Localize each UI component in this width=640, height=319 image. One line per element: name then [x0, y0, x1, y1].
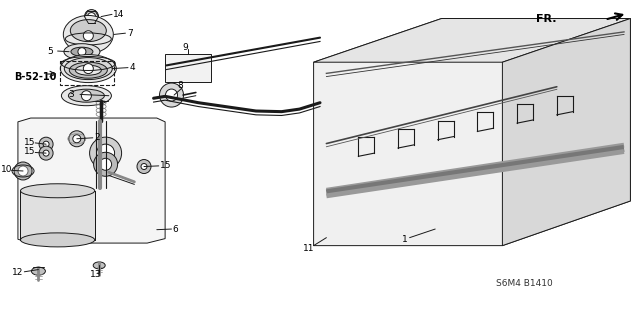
Text: 4: 4: [129, 63, 135, 72]
Circle shape: [18, 166, 28, 176]
Circle shape: [90, 137, 122, 169]
Ellipse shape: [20, 184, 95, 198]
Ellipse shape: [64, 44, 100, 60]
Circle shape: [83, 63, 93, 74]
Circle shape: [43, 141, 49, 147]
Ellipse shape: [65, 58, 113, 79]
Text: 8: 8: [178, 81, 183, 90]
Text: 7: 7: [127, 29, 132, 38]
Text: 12: 12: [12, 268, 23, 277]
Text: 3: 3: [68, 90, 74, 99]
Text: B-52-10: B-52-10: [14, 72, 56, 82]
Circle shape: [39, 137, 53, 151]
Text: 13: 13: [90, 271, 102, 279]
Polygon shape: [314, 19, 630, 246]
Ellipse shape: [69, 62, 108, 78]
Ellipse shape: [68, 89, 104, 102]
Circle shape: [137, 160, 151, 174]
Circle shape: [84, 10, 99, 24]
Ellipse shape: [60, 55, 116, 83]
Ellipse shape: [31, 267, 45, 275]
Ellipse shape: [76, 65, 101, 75]
Circle shape: [166, 89, 177, 101]
Polygon shape: [314, 19, 630, 62]
Text: 15: 15: [24, 147, 36, 156]
Bar: [20, 191, 95, 240]
Circle shape: [100, 158, 111, 170]
Ellipse shape: [70, 20, 106, 41]
Circle shape: [81, 91, 92, 101]
Text: 5: 5: [47, 47, 53, 56]
Ellipse shape: [93, 262, 105, 269]
Text: 15: 15: [24, 138, 36, 147]
Circle shape: [69, 131, 84, 147]
Circle shape: [14, 162, 32, 180]
Text: S6M4 B1410: S6M4 B1410: [497, 279, 553, 288]
Circle shape: [88, 12, 95, 21]
Text: 14: 14: [113, 10, 125, 19]
Circle shape: [43, 150, 49, 156]
Circle shape: [73, 135, 81, 143]
Text: 6: 6: [173, 225, 179, 234]
Circle shape: [93, 152, 118, 176]
Circle shape: [78, 48, 86, 56]
Text: 11: 11: [303, 244, 314, 253]
Circle shape: [39, 146, 53, 160]
Ellipse shape: [61, 86, 111, 106]
Bar: [60, 61, 114, 85]
Text: 15: 15: [160, 161, 172, 170]
Text: 9: 9: [183, 43, 188, 52]
Circle shape: [141, 164, 147, 169]
Bar: [165, 54, 211, 82]
Circle shape: [97, 144, 115, 162]
Text: 1: 1: [402, 235, 408, 244]
Circle shape: [83, 31, 93, 41]
Polygon shape: [18, 118, 165, 243]
Text: FR.: FR.: [536, 14, 557, 24]
Polygon shape: [502, 19, 630, 246]
Text: 10: 10: [1, 165, 12, 174]
Text: 2: 2: [94, 133, 100, 142]
Ellipse shape: [71, 47, 93, 56]
Ellipse shape: [63, 15, 113, 54]
Circle shape: [159, 83, 184, 107]
Ellipse shape: [20, 233, 95, 247]
